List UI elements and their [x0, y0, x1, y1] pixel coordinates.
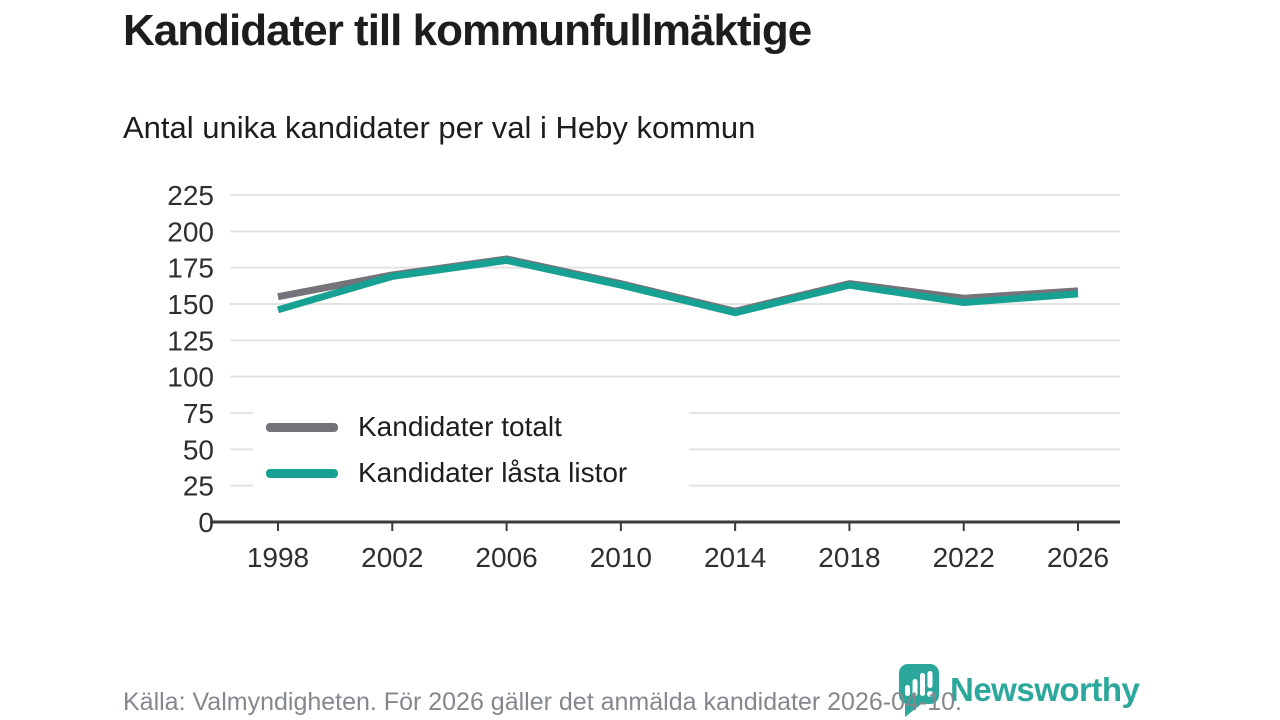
- y-tick-label-175: 175: [167, 253, 214, 284]
- newsworthy-chart-bubble-icon: [899, 664, 939, 717]
- y-tick-label-100: 100: [167, 362, 214, 393]
- newsworthy-logo-text: Newsworthy: [950, 671, 1140, 708]
- y-tick-label-75: 75: [183, 398, 214, 429]
- x-tick-label-1998: 1998: [247, 542, 309, 573]
- x-tick-label-2014: 2014: [704, 542, 766, 573]
- page-subtitle: Antal unika kandidater per val i Heby ko…: [123, 110, 756, 145]
- source-note: Källa: Valmyndigheten. För 2026 gäller d…: [123, 688, 962, 716]
- y-tick-label-0: 0: [198, 507, 214, 538]
- x-tick-label-2010: 2010: [590, 542, 652, 573]
- legend-item-total: Kandidater totalt: [253, 413, 689, 441]
- y-tick-label-225: 225: [167, 180, 214, 211]
- legend-item-locked-lists: Kandidater låsta listor: [253, 459, 689, 487]
- x-tick-label-2026: 2026: [1047, 542, 1109, 573]
- x-tick-label-2006: 2006: [475, 542, 537, 573]
- newsworthy-logo: Newsworthy: [898, 663, 1140, 719]
- x-tick-label-2022: 2022: [933, 542, 995, 573]
- y-tick-label-125: 125: [167, 325, 214, 356]
- y-tick-label-200: 200: [167, 216, 214, 247]
- series-line-locked-lists: [277, 256, 1079, 317]
- legend-swatch-total: [266, 422, 338, 432]
- x-tick-label-2018: 2018: [818, 542, 880, 573]
- legend-swatch-locked-lists: [266, 468, 338, 478]
- y-tick-label-150: 150: [167, 289, 214, 320]
- page-title: Kandidater till kommunfullmäktige: [123, 6, 812, 55]
- chart-legend: Kandidater totalt Kandidater låsta listo…: [253, 402, 689, 498]
- y-tick-label-50: 50: [183, 434, 214, 465]
- y-tick-label-25: 25: [183, 471, 214, 502]
- legend-label-total: Kandidater totalt: [358, 411, 562, 442]
- x-tick-label-2002: 2002: [361, 542, 423, 573]
- legend-label-locked-lists: Kandidater låsta listor: [358, 457, 628, 488]
